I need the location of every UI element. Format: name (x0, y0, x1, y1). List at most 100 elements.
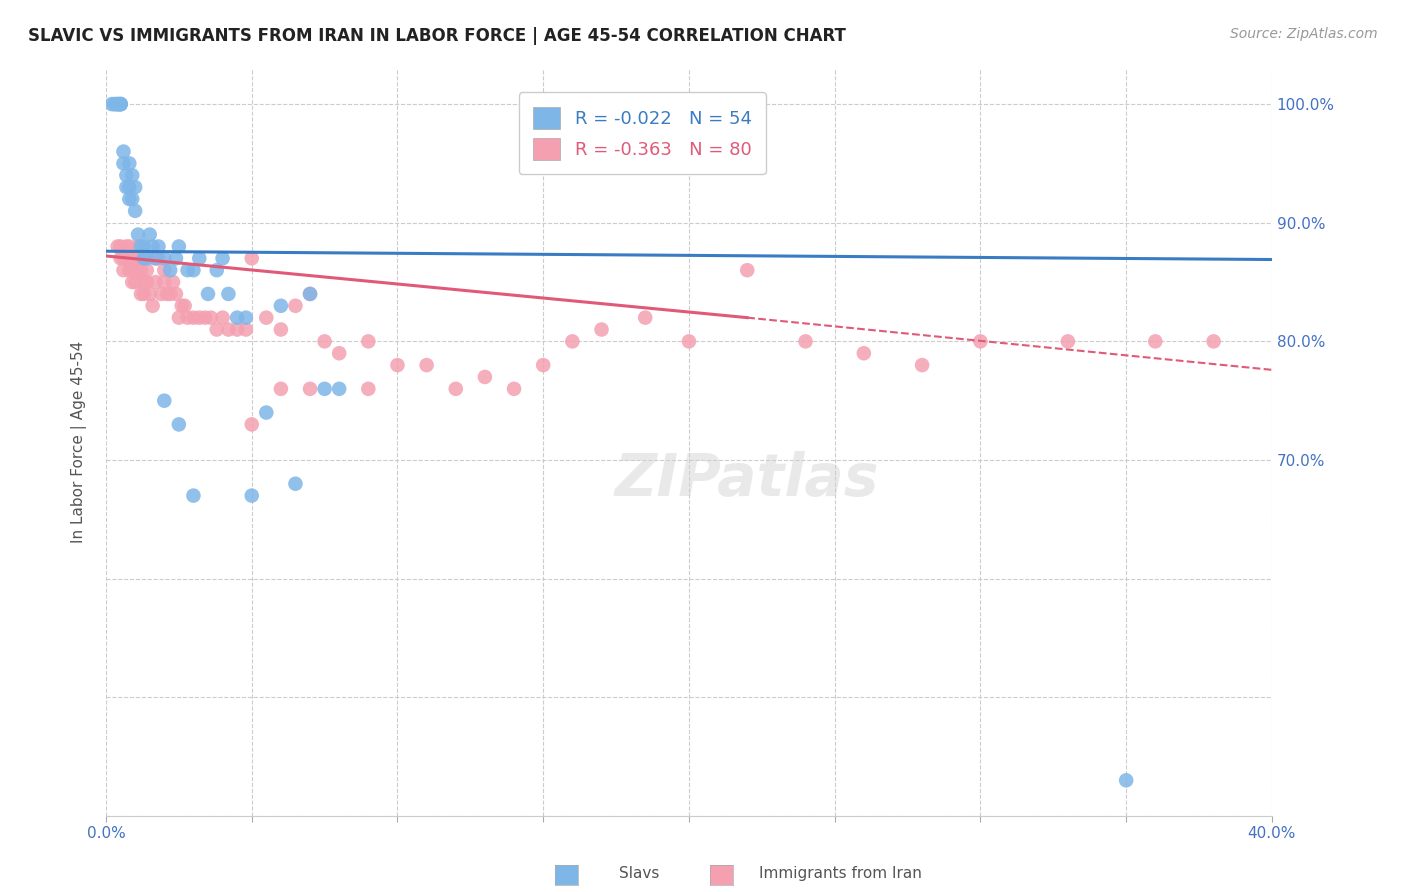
Text: Source: ZipAtlas.com: Source: ZipAtlas.com (1230, 27, 1378, 41)
Point (107, 97, 129, 112)
Point (794, 334, 817, 349)
Point (328, 382, 350, 396)
Point (110, 97, 132, 112)
Point (107, 97, 129, 112)
Point (145, 252, 167, 266)
Point (132, 239, 155, 253)
Point (135, 263, 157, 277)
Point (153, 252, 176, 266)
Point (176, 263, 198, 277)
Point (170, 299, 193, 313)
Legend: R = -0.022   N = 54, R = -0.363   N = 80: R = -0.022 N = 54, R = -0.363 N = 80 (519, 93, 766, 175)
Point (110, 97, 132, 112)
Point (118, 263, 141, 277)
Point (115, 169, 138, 183)
Point (110, 97, 132, 112)
Point (270, 299, 292, 313)
Point (107, 239, 129, 253)
Point (121, 169, 143, 183)
Point (217, 287, 239, 301)
Point (314, 334, 336, 349)
Point (107, 97, 129, 112)
Point (110, 97, 132, 112)
Point (127, 263, 149, 277)
Point (148, 239, 170, 253)
Point (110, 252, 132, 266)
Point (254, 406, 277, 420)
Point (142, 239, 165, 253)
Point (129, 287, 152, 301)
Point (314, 382, 336, 396)
Point (162, 275, 184, 289)
Point (211, 252, 233, 266)
Point (129, 239, 152, 253)
Point (205, 263, 228, 277)
Point (167, 310, 190, 325)
Point (148, 252, 170, 266)
Text: SLAVIC VS IMMIGRANTS FROM IRAN IN LABOR FORCE | AGE 45-54 CORRELATION CHART: SLAVIC VS IMMIGRANTS FROM IRAN IN LABOR … (28, 27, 846, 45)
Point (118, 252, 141, 266)
Point (127, 252, 149, 266)
Point (176, 310, 198, 325)
Point (145, 252, 167, 266)
Point (165, 252, 187, 266)
Point (121, 263, 143, 277)
Point (284, 476, 307, 491)
Point (270, 382, 292, 396)
Point (328, 346, 350, 360)
Point (474, 370, 496, 384)
Point (124, 263, 146, 277)
Point (735, 263, 758, 277)
Point (503, 382, 526, 396)
Point (115, 252, 138, 266)
Point (357, 382, 380, 396)
Point (124, 275, 146, 289)
Point (121, 275, 143, 289)
Point (634, 310, 657, 325)
Point (115, 239, 138, 253)
Text: Slavs: Slavs (619, 866, 659, 881)
Point (205, 322, 228, 336)
Point (112, 263, 135, 277)
Point (121, 252, 143, 266)
Point (159, 287, 181, 301)
Text: Immigrants from Iran: Immigrants from Iran (759, 866, 922, 881)
Point (200, 310, 222, 325)
Point (173, 299, 195, 313)
Point (165, 287, 187, 301)
Point (188, 310, 211, 325)
Point (1057, 334, 1080, 349)
Point (132, 275, 155, 289)
Point (183, 489, 205, 503)
Point (118, 239, 141, 253)
Point (153, 275, 176, 289)
Point (115, 180, 138, 194)
Point (183, 263, 205, 277)
Point (124, 252, 146, 266)
Point (150, 287, 173, 301)
Point (118, 192, 141, 206)
Point (112, 156, 135, 170)
Point (135, 275, 157, 289)
Point (156, 287, 179, 301)
Point (121, 192, 143, 206)
Point (678, 334, 700, 349)
Point (240, 252, 263, 266)
Text: ZIPatlas: ZIPatlas (614, 451, 880, 508)
Point (118, 180, 141, 194)
Point (104, 97, 127, 112)
Point (591, 322, 613, 336)
Point (101, 97, 124, 112)
Point (226, 310, 249, 325)
Point (254, 310, 277, 325)
Point (183, 310, 205, 325)
Point (104, 97, 127, 112)
Point (132, 252, 155, 266)
Point (444, 382, 467, 396)
Point (159, 263, 181, 277)
Point (124, 180, 146, 194)
Point (153, 393, 176, 408)
Point (197, 287, 219, 301)
Point (211, 310, 233, 325)
Point (138, 227, 160, 242)
